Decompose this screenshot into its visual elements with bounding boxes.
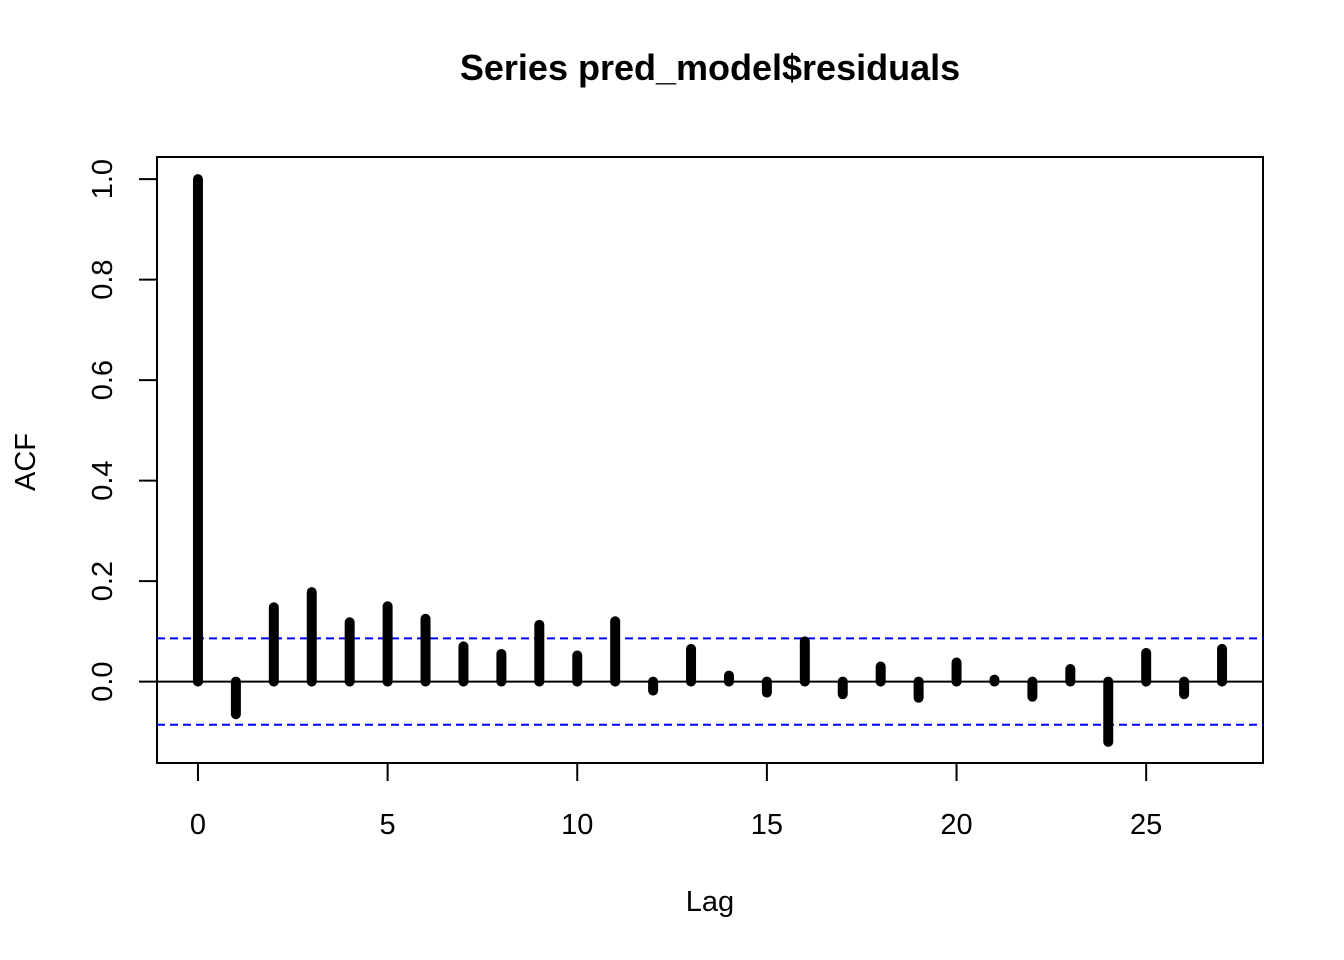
y-tick-label: 0.2 (87, 561, 119, 601)
y-tick-label: 1.0 (87, 159, 119, 199)
y-axis: 0.0 0.2 0.4 0.6 0.8 1.0 (87, 159, 158, 702)
x-tick-label: 5 (380, 809, 396, 841)
y-tick-label: 0.4 (87, 460, 119, 500)
x-tick-label: 0 (190, 809, 206, 841)
x-tick-label: 15 (751, 809, 783, 841)
y-axis-label: ACF (10, 433, 42, 491)
x-tick-label: 10 (561, 809, 593, 841)
acf-bars (192, 174, 1228, 747)
plot-frame (156, 156, 1264, 764)
x-axis-label: Lag (686, 886, 734, 918)
reference-lines (157, 637, 1263, 726)
y-tick-label: 0.0 (87, 661, 119, 701)
x-axis: 0 5 10 15 20 25 (190, 762, 1162, 841)
y-tick-label: 0.8 (87, 259, 119, 299)
x-tick-label: 20 (940, 809, 972, 841)
y-tick-label: 0.6 (87, 360, 119, 400)
chart-title: Series pred_model$residuals (460, 47, 960, 88)
x-tick-label: 25 (1130, 809, 1162, 841)
